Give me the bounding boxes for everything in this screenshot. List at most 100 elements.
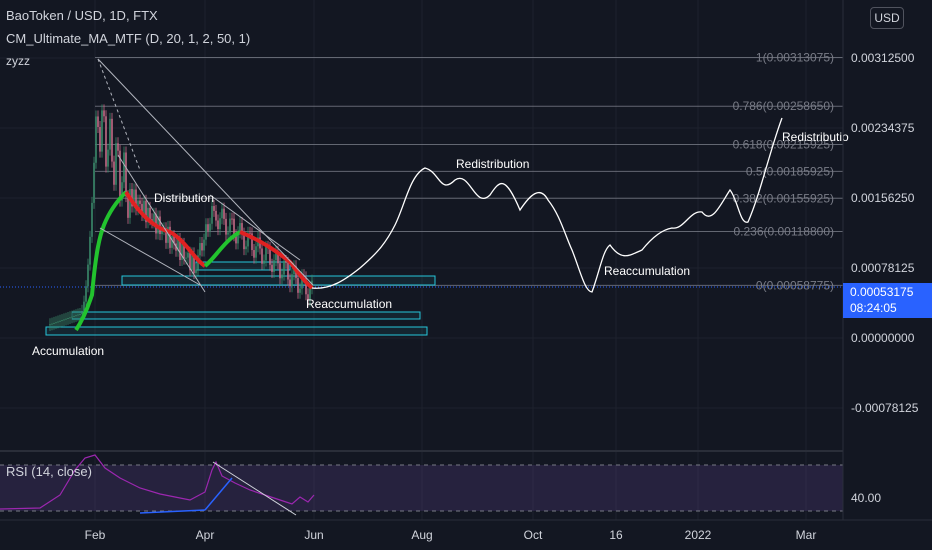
candle-body [95, 116, 97, 163]
candle-body [285, 260, 287, 263]
trend-line [117, 154, 206, 293]
symbol-title[interactable]: BaoToken / USD, 1D, FTX [6, 8, 158, 23]
candle-body [243, 233, 245, 250]
candle-body [51, 323, 53, 325]
candle-body [231, 218, 233, 220]
ma-downtrend-segment [239, 230, 314, 290]
candle-body [235, 235, 237, 244]
candle-body [263, 260, 265, 264]
candle-body [193, 253, 195, 274]
candle-body [219, 218, 221, 230]
candle-body [279, 263, 281, 279]
indicator-legend[interactable]: CM_Ultimate_MA_MTF (D, 20, 1, 2, 50, 1) [6, 31, 251, 46]
candle-body [115, 143, 117, 185]
candle-body [55, 322, 57, 324]
candle-body [181, 243, 183, 260]
candle-body [111, 118, 113, 162]
candle-body [161, 229, 163, 235]
candle-body [65, 318, 67, 320]
candle-body [247, 232, 249, 247]
price-candles [49, 104, 313, 331]
candle-body [119, 150, 121, 201]
candle-body [159, 216, 161, 235]
layer-label[interactable]: zyzz [6, 54, 30, 68]
time-tick-label: Feb [85, 528, 106, 542]
candle-body [201, 243, 203, 251]
candle-body [227, 232, 229, 235]
phase-annotation: Redistribution [456, 157, 529, 171]
fib-level-label: 0.618(0.00215925) [733, 138, 834, 152]
projection-line [311, 117, 783, 293]
candle-body [75, 315, 77, 317]
candle-body [177, 238, 179, 251]
candle-body [85, 286, 87, 302]
fib-level-label: 0(0.00058775) [756, 278, 834, 292]
trend-lines [97, 58, 314, 293]
fib-level-label: 0.5(0.00185925) [746, 164, 834, 178]
rsi-trend-line [204, 477, 233, 511]
candle-body [225, 218, 227, 235]
candle-body [217, 220, 219, 230]
candle-body [107, 149, 109, 167]
price-tick-label: 0.00000000 [851, 331, 915, 345]
candle-body [291, 274, 293, 287]
ma-uptrend-segment [203, 230, 242, 268]
annotations: Accumulation Distribution Reaccumulation Re… [32, 130, 849, 358]
candle-body [261, 248, 263, 264]
candle-body [89, 236, 91, 265]
candle-body [121, 182, 123, 201]
candle-body [99, 126, 101, 152]
candle-body [71, 316, 73, 318]
price-tick-label: 0.00312500 [851, 51, 915, 65]
candle-body [251, 233, 253, 251]
candle-body [301, 275, 303, 289]
ma-uptrend-segment [74, 190, 128, 332]
candle-body [153, 213, 155, 223]
time-tick-label: Aug [411, 528, 432, 542]
trend-line [97, 58, 314, 286]
candle-body [179, 238, 181, 260]
phase-annotation: Reaccumulation [604, 264, 690, 278]
candle-body [133, 189, 135, 207]
candle-body [91, 202, 93, 237]
price-tick-label: -0.00078125 [851, 401, 919, 415]
candle-body [129, 188, 131, 218]
phase-annotation: Accumulation [32, 344, 104, 358]
candle-body [241, 223, 243, 234]
candle-body [275, 251, 277, 261]
candle-body [249, 232, 251, 234]
phase-annotation: Distribution [154, 191, 214, 205]
candle-body [123, 152, 125, 183]
ma-downtrend-segment [124, 190, 207, 268]
candle-body [187, 252, 189, 258]
rsi-tick-label: 40.00 [851, 491, 881, 505]
candle-body [209, 223, 211, 231]
candle-body [97, 116, 99, 127]
time-tick-label: 16 [609, 528, 623, 542]
candle-body [273, 260, 275, 272]
fib-level-label: 0.382(0.00155925) [733, 191, 834, 205]
candle-body [59, 320, 61, 322]
time-tick-label: Jun [304, 528, 323, 542]
candle-body [183, 243, 185, 259]
candle-body [81, 310, 83, 314]
current-price-label: 0.00053175 [843, 283, 932, 301]
candle-body [207, 224, 209, 231]
candle-body [283, 260, 285, 275]
candle-body [93, 162, 95, 203]
phase-annotation: Redistributio [782, 130, 849, 144]
candle-body [69, 317, 71, 319]
candle-body [77, 314, 79, 316]
rsi-title: RSI (14, close) [6, 464, 92, 479]
currency-button[interactable]: USD [870, 7, 904, 29]
trend-line [209, 194, 301, 261]
candle-body [135, 189, 137, 210]
candle-body [269, 248, 271, 265]
fib-level-label: 0.236(0.00118800) [733, 225, 834, 239]
rsi-line [0, 454, 315, 510]
support-zone [121, 275, 436, 286]
candle-body [127, 196, 129, 218]
candle-body [103, 110, 105, 117]
